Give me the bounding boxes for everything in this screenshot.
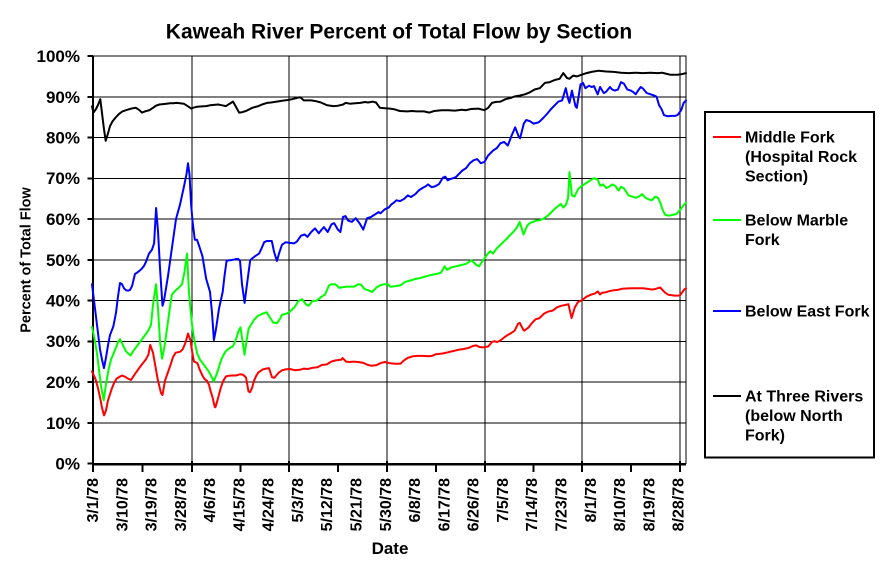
svg-text:3/19/78: 3/19/78 <box>144 478 161 531</box>
svg-text:3/1/78: 3/1/78 <box>85 478 102 523</box>
svg-text:Fork): Fork) <box>745 428 785 445</box>
svg-text:Below East Fork: Below East Fork <box>745 304 870 321</box>
svg-text:0%: 0% <box>55 455 80 474</box>
svg-text:5/12/78: 5/12/78 <box>319 478 336 531</box>
svg-text:10%: 10% <box>46 414 80 433</box>
svg-text:At Three Rivers: At Three Rivers <box>745 389 863 406</box>
svg-text:Fork: Fork <box>745 232 780 249</box>
svg-text:Middle Fork: Middle Fork <box>745 130 835 147</box>
svg-text:100%: 100% <box>37 47 80 66</box>
svg-text:6/17/78: 6/17/78 <box>436 478 453 531</box>
svg-text:8/28/78: 8/28/78 <box>671 478 688 531</box>
svg-text:30%: 30% <box>46 332 80 351</box>
svg-text:4/15/78: 4/15/78 <box>231 478 248 531</box>
svg-text:6/26/78: 6/26/78 <box>466 478 483 531</box>
svg-text:3/28/78: 3/28/78 <box>173 478 190 531</box>
svg-text:5/30/78: 5/30/78 <box>378 478 395 531</box>
svg-text:4/24/78: 4/24/78 <box>261 478 278 531</box>
svg-text:Below Marble: Below Marble <box>745 213 848 230</box>
svg-text:5/3/78: 5/3/78 <box>290 478 307 523</box>
svg-text:Section): Section) <box>745 169 808 186</box>
svg-text:Percent of Total Flow: Percent of Total Flow <box>19 187 35 333</box>
svg-text:7/14/78: 7/14/78 <box>524 478 541 531</box>
svg-text:70%: 70% <box>46 169 80 188</box>
svg-text:5/21/78: 5/21/78 <box>349 478 366 531</box>
svg-text:7/23/78: 7/23/78 <box>554 478 571 531</box>
svg-text:(Hospital Rock: (Hospital Rock <box>745 149 857 166</box>
svg-text:40%: 40% <box>46 292 80 311</box>
svg-text:90%: 90% <box>46 88 80 107</box>
svg-text:20%: 20% <box>46 373 80 392</box>
svg-text:80%: 80% <box>46 129 80 148</box>
svg-text:8/19/78: 8/19/78 <box>641 478 658 531</box>
svg-text:(below North: (below North <box>745 408 843 425</box>
svg-text:6/8/78: 6/8/78 <box>407 478 424 523</box>
svg-text:8/10/78: 8/10/78 <box>612 478 629 531</box>
svg-text:50%: 50% <box>46 251 80 270</box>
svg-text:7/5/78: 7/5/78 <box>495 478 512 523</box>
svg-text:8/1/78: 8/1/78 <box>583 478 600 523</box>
svg-text:60%: 60% <box>46 210 80 229</box>
svg-text:3/10/78: 3/10/78 <box>114 478 131 531</box>
svg-text:Kaweah River Percent of Total: Kaweah River Percent of Total Flow by Se… <box>166 21 632 44</box>
svg-text:4/6/78: 4/6/78 <box>202 478 219 523</box>
svg-text:Date: Date <box>372 539 409 558</box>
